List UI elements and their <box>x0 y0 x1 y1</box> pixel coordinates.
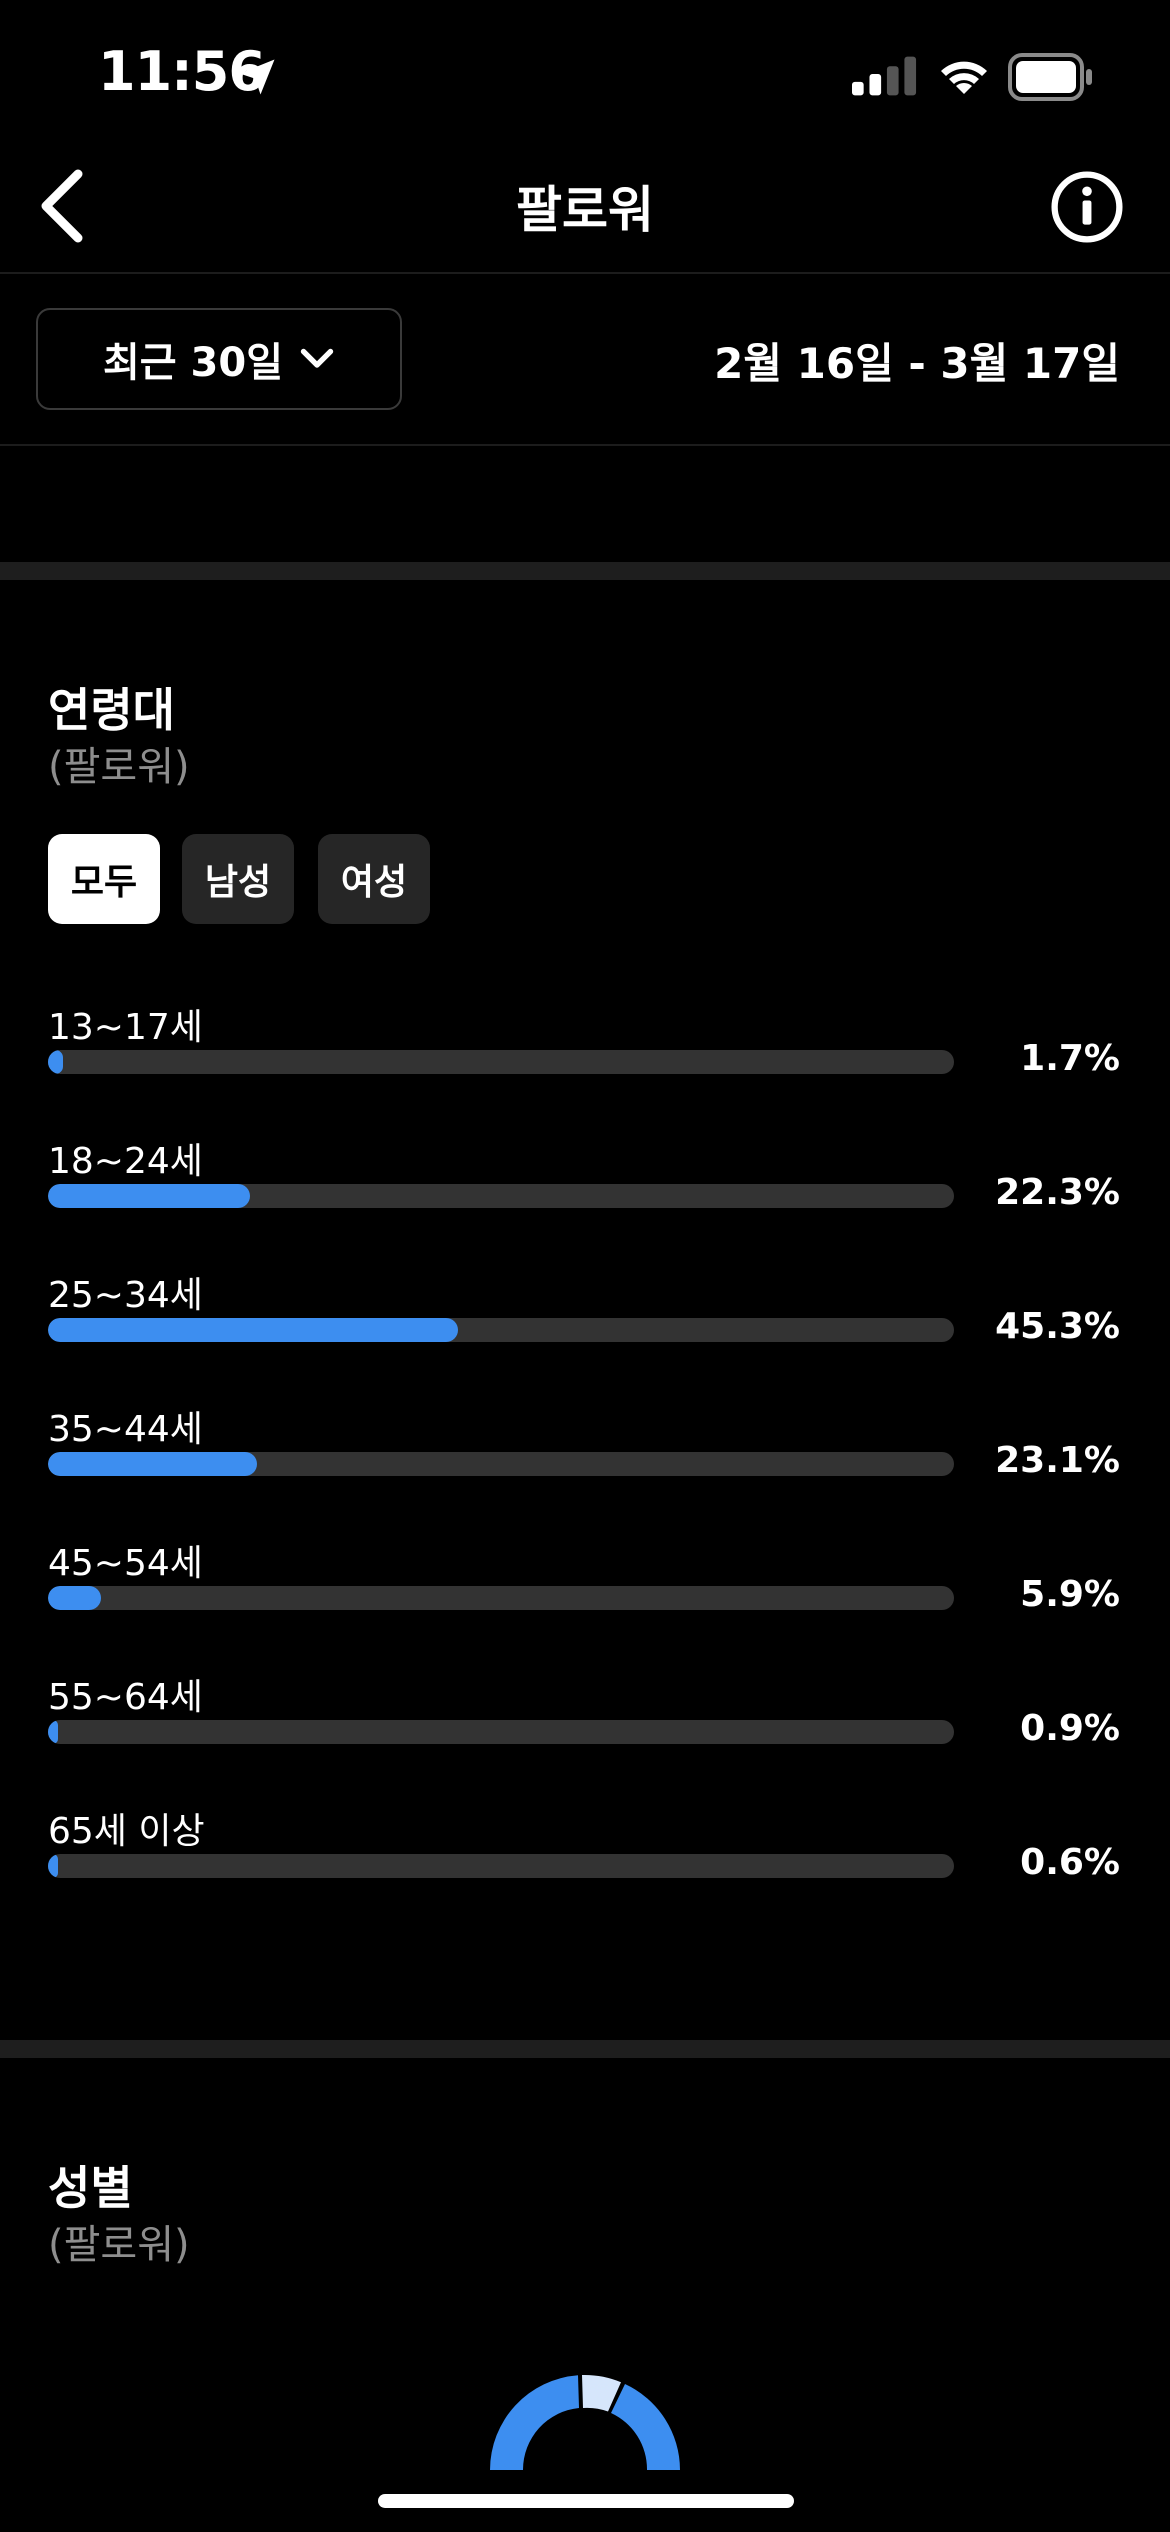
age-section-title: 연령대 <box>48 683 175 737</box>
tab-male[interactable]: 남성 <box>182 834 294 924</box>
age-bar-track <box>48 1184 954 1208</box>
age-label: 55~64세 <box>48 1677 203 1718</box>
age-row: 18~24세 22.3% <box>0 1132 1170 1266</box>
date-range-text: 2월 16일 - 3월 17일 <box>714 339 1120 388</box>
age-bar-track <box>48 1318 954 1342</box>
age-label: 25~34세 <box>48 1275 203 1316</box>
gender-section-subtitle: (팔로워) <box>48 2222 190 2268</box>
gender-donut-chart <box>490 2374 680 2470</box>
wifi-icon <box>941 61 987 94</box>
age-bar-fill <box>48 1586 102 1610</box>
age-label: 18~24세 <box>48 1141 203 1182</box>
age-label: 65세 이상 <box>48 1811 205 1852</box>
age-bar-track <box>48 1586 954 1610</box>
age-bar-fill <box>48 1452 258 1476</box>
battery-icon <box>1008 53 1092 101</box>
age-bar-fill <box>48 1318 459 1342</box>
tab-all[interactable]: 모두 <box>48 834 160 924</box>
section-divider <box>0 2040 1170 2058</box>
date-range-dropdown-label: 최근 30일 <box>103 340 283 386</box>
age-bar-track <box>48 1720 954 1744</box>
age-label: 13~17세 <box>48 1007 203 1048</box>
age-row: 35~44세 23.1% <box>0 1400 1170 1534</box>
gender-section-title: 성별 <box>48 2161 133 2215</box>
age-percent: 23.1% <box>995 1440 1120 1481</box>
age-section-subtitle: (팔로워) <box>48 744 190 790</box>
location-arrow-icon <box>239 59 275 95</box>
age-row: 45~54세 5.9% <box>0 1534 1170 1668</box>
gender-donut-segment-blue-left <box>490 2375 579 2470</box>
status-time: 11:56 <box>98 40 266 103</box>
age-percent: 0.6% <box>1020 1842 1120 1883</box>
age-percent: 0.9% <box>1020 1708 1120 1749</box>
age-bar-track <box>48 1050 954 1074</box>
tab-female[interactable]: 여성 <box>318 834 430 924</box>
age-percent: 22.3% <box>995 1172 1120 1213</box>
gender-donut-segment-light <box>582 2374 621 2412</box>
age-percent: 5.9% <box>1020 1574 1120 1615</box>
date-range-dropdown[interactable]: 최근 30일 <box>36 308 402 410</box>
age-bar-fill <box>48 1050 64 1074</box>
age-label: 45~54세 <box>48 1543 203 1584</box>
chevron-left-icon <box>41 169 83 243</box>
age-bar-track <box>48 1452 954 1476</box>
age-row: 55~64세 0.9% <box>0 1668 1170 1802</box>
signal-icon <box>852 56 917 96</box>
age-bar-fill <box>48 1854 58 1878</box>
age-bar-fill <box>48 1720 58 1744</box>
age-percent: 45.3% <box>995 1306 1120 1347</box>
home-indicator[interactable] <box>378 2494 794 2508</box>
page-title: 팔로워 <box>516 181 654 239</box>
info-button[interactable] <box>1050 170 1124 244</box>
age-bar-fill <box>48 1184 251 1208</box>
back-button[interactable] <box>34 166 90 246</box>
header-divider <box>0 272 1170 274</box>
filter-divider <box>0 444 1170 446</box>
section-divider <box>0 562 1170 580</box>
chevron-down-icon <box>300 348 334 368</box>
gender-donut-segment-blue-right <box>611 2384 680 2470</box>
age-label: 35~44세 <box>48 1409 203 1450</box>
age-row: 25~34세 45.3% <box>0 1266 1170 1400</box>
info-icon <box>1051 171 1123 243</box>
age-row: 65세 이상 0.6% <box>0 1802 1170 1936</box>
age-bar-track <box>48 1854 954 1878</box>
age-row: 13~17세 1.7% <box>0 998 1170 1132</box>
age-percent: 1.7% <box>1020 1038 1120 1079</box>
